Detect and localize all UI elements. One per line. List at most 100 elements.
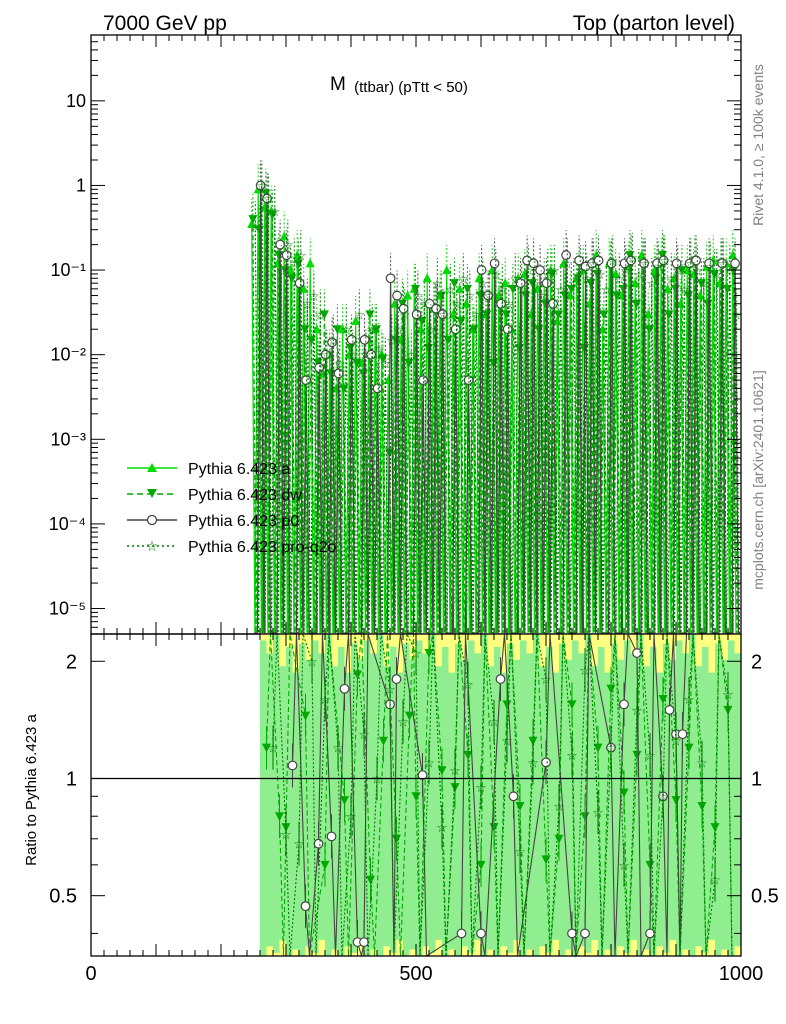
- band-green: [468, 640, 475, 953]
- band-green: [721, 659, 728, 950]
- legend-entry-p0: Pythia 6.423 p0: [127, 513, 299, 530]
- band-green: [422, 653, 429, 947]
- band-green: [442, 646, 449, 956]
- data-point: ☆: [275, 264, 287, 279]
- ratio-point: ☆: [566, 749, 578, 764]
- data-point: [574, 255, 584, 266]
- data-point: [644, 325, 654, 335]
- data-point: ☆: [353, 308, 365, 323]
- data-point: ☆: [561, 257, 573, 272]
- data-point: [566, 284, 576, 294]
- band-green: [448, 672, 455, 950]
- data-point: ☆: [646, 277, 658, 292]
- band-green: [292, 672, 299, 950]
- data-point: ☆: [262, 193, 274, 208]
- data-point: ☆: [399, 308, 411, 323]
- data-point: [683, 291, 693, 301]
- ratio-point: [301, 711, 310, 721]
- band-green: [689, 634, 696, 956]
- band-green: [702, 646, 709, 953]
- data-point: [366, 349, 377, 360]
- ratio-point: [671, 796, 681, 806]
- ratio-line: [265, 633, 733, 957]
- band-green: [331, 666, 338, 950]
- legend: Pythia 6.423 a Pythia 6.423 dw Pythia 6.…: [127, 461, 337, 556]
- data-point: ☆: [717, 257, 729, 272]
- data-point: [378, 354, 388, 364]
- data-point: [658, 255, 669, 266]
- ratio-point: [567, 928, 577, 939]
- y-tick-label: 10⁻²: [50, 345, 86, 365]
- ratio-point: ☆: [683, 693, 695, 708]
- ratio-point: ☆: [462, 678, 474, 693]
- band-green: [377, 634, 384, 956]
- ratio-point: ☆: [293, 838, 305, 853]
- data-point: [489, 258, 500, 269]
- band-green: [435, 666, 442, 940]
- data-point: [437, 309, 448, 320]
- ratio-point: [405, 711, 414, 721]
- ratio-line: [272, 633, 733, 957]
- band-green: [643, 666, 650, 950]
- data-point: ☆: [724, 264, 736, 279]
- data-point: [424, 298, 435, 309]
- legend-entry-dw: Pythia 6.423 dw: [127, 487, 302, 504]
- data-point: [346, 334, 357, 345]
- ratio-y-tick-label: 1: [66, 768, 77, 790]
- data-point: [541, 278, 552, 289]
- data-point: [637, 250, 647, 260]
- series-3: ☆☆☆☆☆☆☆☆☆☆☆☆☆☆☆☆☆☆☆☆☆☆☆☆☆☆☆☆☆☆☆☆☆☆☆☆☆☆☆☆…: [249, 160, 742, 634]
- data-point: [657, 251, 667, 261]
- data-point: ☆: [730, 308, 742, 323]
- band-green: [403, 643, 410, 956]
- data-point: [319, 310, 329, 320]
- data-point: [359, 334, 370, 345]
- plot-title-main: M: [330, 74, 346, 95]
- band-green: [461, 659, 468, 947]
- x-tick-label: 1000: [719, 963, 764, 985]
- data-point: [502, 324, 513, 335]
- data-point: ☆: [542, 268, 554, 283]
- band-green: [520, 640, 527, 956]
- data-point: ☆: [659, 254, 671, 269]
- data-point: [247, 219, 257, 229]
- ratio-point: ☆: [384, 683, 396, 698]
- rivet-label: Rivet 4.1.0, ≥ 100k events: [750, 64, 766, 226]
- data-point: [417, 317, 427, 327]
- legend-label-dw: Pythia 6.423 dw: [188, 487, 302, 504]
- data-point: [548, 298, 558, 309]
- ratio-point: [619, 788, 629, 798]
- data-point: [383, 375, 393, 385]
- data-point: ☆: [360, 349, 372, 364]
- legend-marker-dw: [147, 489, 157, 498]
- data-point: ☆: [321, 349, 333, 364]
- data-point: ☆: [587, 257, 599, 272]
- data-point: [552, 316, 562, 326]
- y-tick-label: 1: [76, 175, 86, 195]
- band-green: [429, 634, 436, 953]
- data-point: ☆: [704, 261, 716, 276]
- ratio-point: ☆: [540, 673, 552, 688]
- ratio-point: [664, 705, 675, 715]
- main-data-marks: ☆☆☆☆☆☆☆☆☆☆☆☆☆☆☆☆☆☆☆☆☆☆☆☆☆☆☆☆☆☆☆☆☆☆☆☆☆☆☆☆…: [247, 160, 742, 634]
- data-point: [442, 265, 452, 275]
- data-point: [292, 250, 302, 260]
- ratio-point: [392, 834, 401, 844]
- data-point: ☆: [457, 272, 469, 287]
- data-point: [455, 283, 465, 293]
- data-point: ☆: [503, 298, 515, 313]
- data-point: [704, 258, 714, 269]
- data-point: [461, 298, 471, 308]
- band-green: [669, 659, 676, 940]
- data-point: [535, 265, 545, 275]
- plot-title-sub: (ttbar) (pTtt < 50): [354, 79, 468, 96]
- x-tick-label: 500: [399, 963, 432, 985]
- band-green: [546, 646, 553, 953]
- data-point: [398, 303, 409, 314]
- ratio-point: ☆: [618, 859, 630, 874]
- ratio-point: [645, 928, 655, 939]
- data-point: ☆: [613, 272, 625, 287]
- data-point: ☆: [711, 268, 723, 283]
- data-point: [476, 265, 487, 275]
